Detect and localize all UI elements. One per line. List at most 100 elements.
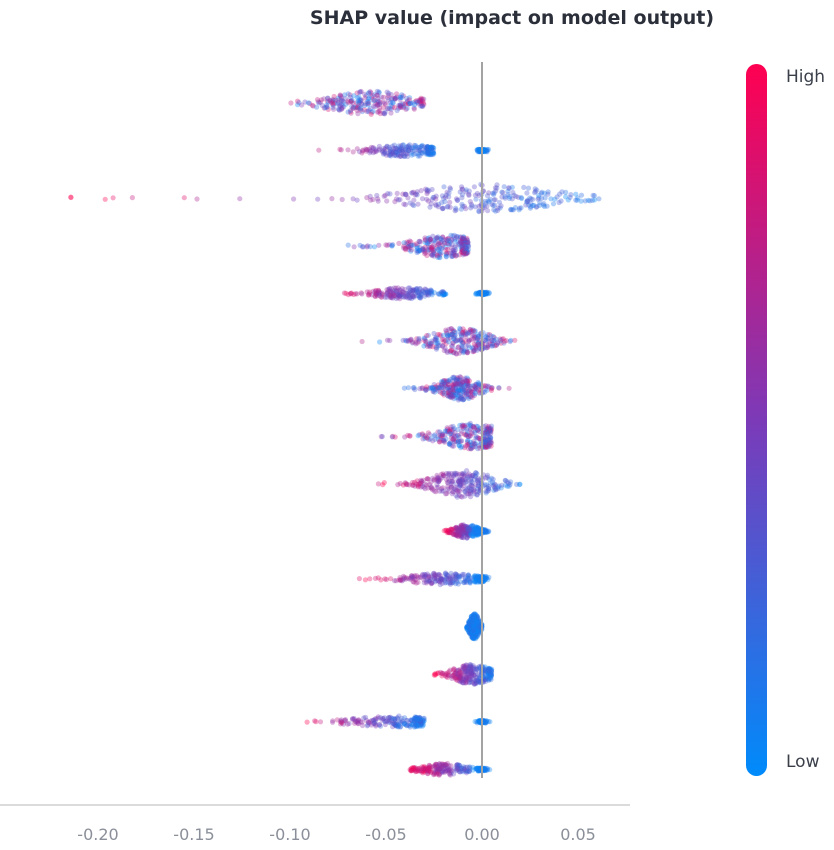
shap-point	[437, 252, 443, 258]
shap-point	[414, 247, 420, 254]
shap-point	[439, 245, 445, 251]
shap-point	[456, 762, 462, 768]
shap-point	[396, 147, 403, 153]
shap-point	[387, 146, 393, 152]
shap-point	[339, 105, 345, 111]
shap-point	[544, 203, 550, 209]
shap-point	[416, 247, 423, 253]
shap-point	[428, 484, 435, 490]
shap-point	[421, 248, 427, 254]
shap-point	[472, 192, 478, 198]
shap-point	[319, 102, 325, 108]
shap-point	[356, 100, 362, 106]
shap-point	[450, 233, 456, 239]
shap-point	[454, 252, 460, 258]
shap-point	[408, 242, 414, 248]
shap-point	[463, 250, 469, 256]
shap-point	[366, 90, 372, 96]
shap-point	[427, 247, 433, 253]
shap-point	[441, 291, 447, 297]
shap-point	[463, 251, 469, 257]
shap-point	[484, 203, 490, 209]
shap-point	[407, 242, 414, 249]
shap-point	[414, 189, 420, 195]
shap-point	[414, 289, 420, 295]
shap-point	[355, 720, 361, 726]
shap-point	[417, 247, 423, 254]
shap-point	[417, 147, 423, 153]
shap-point	[402, 153, 408, 159]
shap-point	[362, 577, 368, 583]
shap-point	[444, 250, 450, 256]
shap-point	[376, 288, 382, 295]
shap-point	[420, 572, 426, 578]
shap-point	[324, 104, 330, 110]
feature-row	[304, 713, 493, 730]
shap-point	[451, 250, 457, 256]
shap-point	[403, 144, 410, 150]
shap-point	[446, 190, 452, 196]
shap-point	[366, 292, 372, 298]
shap-point	[384, 291, 390, 297]
shap-point	[465, 249, 471, 256]
shap-point	[424, 150, 431, 156]
shap-point	[443, 244, 449, 250]
shap-point	[460, 236, 466, 242]
shap-point	[471, 441, 478, 447]
shap-point	[68, 194, 74, 201]
shap-point	[482, 577, 488, 583]
shap-point	[408, 146, 414, 152]
shap-point	[476, 290, 482, 296]
shap-point	[334, 101, 341, 107]
shap-point	[558, 198, 564, 204]
shap-point	[460, 186, 466, 192]
shap-point	[460, 235, 466, 241]
shap-point	[397, 147, 403, 153]
shap-point	[401, 290, 407, 296]
shap-point	[482, 291, 488, 297]
shap-point	[375, 287, 381, 293]
shap-point	[418, 295, 424, 301]
shap-point	[425, 149, 431, 155]
shap-point	[356, 576, 362, 582]
shap-point	[412, 290, 418, 296]
shap-point	[534, 187, 540, 193]
shap-point	[460, 241, 466, 247]
shap-point	[391, 142, 397, 148]
shap-point	[354, 291, 360, 297]
shap-point	[377, 101, 383, 107]
shap-point	[393, 153, 400, 159]
shap-point	[392, 104, 398, 111]
shap-point	[376, 89, 382, 95]
shap-point	[389, 293, 396, 299]
shap-point	[424, 143, 430, 150]
shap-point	[403, 291, 409, 297]
shap-point	[485, 488, 491, 494]
shap-point	[492, 185, 498, 191]
shap-point	[411, 242, 417, 248]
shap-point	[398, 104, 404, 110]
shap-point	[406, 290, 412, 296]
shap-point	[392, 152, 398, 159]
shap-point	[377, 146, 383, 152]
shap-point	[473, 291, 479, 297]
shap-point	[447, 185, 453, 191]
shap-point	[354, 104, 360, 111]
shap-point	[463, 206, 469, 212]
shap-point	[397, 94, 403, 100]
shap-point	[429, 246, 435, 252]
shap-point	[409, 190, 415, 196]
shap-point	[392, 287, 398, 293]
shap-point	[451, 252, 457, 258]
shap-point	[351, 93, 357, 99]
shap-point	[424, 187, 431, 193]
shap-point	[396, 105, 402, 111]
shap-point	[369, 94, 375, 100]
shap-point	[437, 439, 443, 445]
shap-point	[419, 142, 425, 148]
shap-point	[407, 433, 413, 439]
shap-point	[462, 241, 468, 247]
shap-point	[439, 242, 446, 248]
shap-point	[541, 201, 547, 207]
